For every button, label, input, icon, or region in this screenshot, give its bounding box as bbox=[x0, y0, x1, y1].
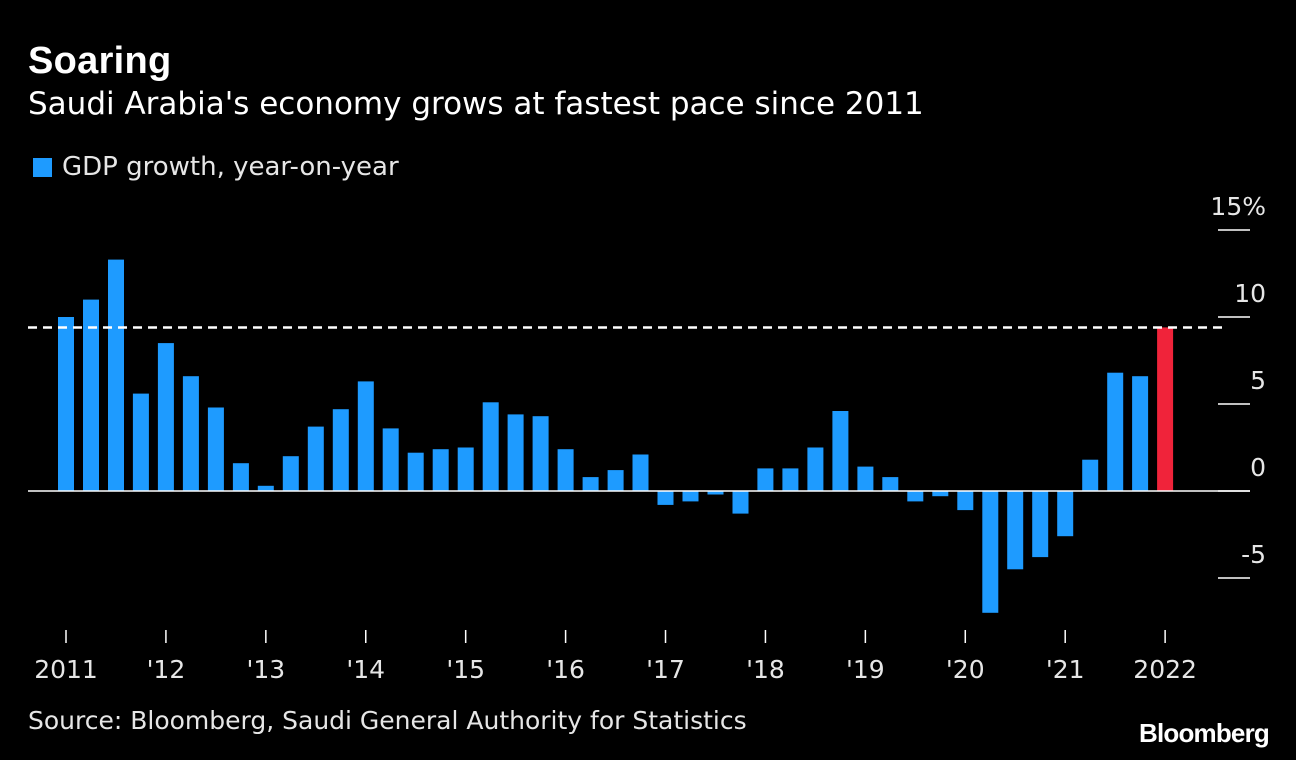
x-tick-label: '19 bbox=[846, 655, 885, 684]
x-tick-label: 2022 bbox=[1133, 655, 1197, 684]
bar bbox=[357, 381, 374, 491]
x-tick-label: '14 bbox=[346, 655, 385, 684]
chart-title: Soaring bbox=[28, 40, 172, 82]
bar bbox=[257, 485, 274, 491]
bar bbox=[707, 491, 724, 495]
bloomberg-logo: Bloomberg bbox=[1138, 718, 1270, 748]
legend-label: GDP growth, year-on-year bbox=[62, 152, 399, 182]
x-tick-label: '12 bbox=[147, 655, 186, 684]
bar bbox=[657, 491, 674, 505]
bar bbox=[532, 416, 549, 491]
bar bbox=[332, 409, 349, 491]
bar bbox=[482, 402, 499, 491]
bar bbox=[457, 447, 474, 491]
bar bbox=[557, 449, 574, 491]
y-tick-label: 10 bbox=[1234, 279, 1266, 308]
bar bbox=[957, 491, 974, 511]
bar bbox=[907, 491, 924, 502]
bar bbox=[582, 477, 599, 491]
bar bbox=[282, 456, 299, 491]
bar bbox=[1132, 376, 1149, 491]
legend-swatch bbox=[33, 157, 52, 177]
bar bbox=[407, 452, 424, 491]
y-tick-label: 15% bbox=[1210, 192, 1266, 221]
chart-subtitle: Saudi Arabia's economy grows at fastest … bbox=[28, 86, 924, 122]
y-tick-label: 5 bbox=[1250, 366, 1266, 395]
bar bbox=[1007, 491, 1024, 570]
bar bbox=[1057, 491, 1074, 537]
bar bbox=[182, 376, 199, 491]
bar bbox=[782, 468, 799, 491]
x-tick-label: '21 bbox=[1046, 655, 1085, 684]
y-tick-label: 0 bbox=[1250, 453, 1266, 482]
bar bbox=[157, 343, 174, 491]
bar bbox=[307, 426, 324, 491]
bar-highlight bbox=[1157, 327, 1174, 491]
bar bbox=[1032, 491, 1049, 558]
bar bbox=[58, 317, 74, 491]
bar bbox=[732, 491, 749, 514]
x-tick-label: '15 bbox=[446, 655, 485, 684]
bar bbox=[382, 428, 399, 491]
x-tick-label: '18 bbox=[746, 655, 785, 684]
bar bbox=[1107, 372, 1124, 491]
bar bbox=[832, 411, 849, 491]
bar bbox=[932, 491, 949, 497]
x-tick-label: '17 bbox=[646, 655, 685, 684]
bar bbox=[882, 477, 899, 491]
x-tick-label: '16 bbox=[546, 655, 585, 684]
legend: GDP growth, year-on-year bbox=[33, 152, 399, 182]
bar bbox=[807, 447, 824, 491]
x-tick-label: '13 bbox=[246, 655, 285, 684]
bar bbox=[432, 449, 449, 491]
source-note: Source: Bloomberg, Saudi General Authori… bbox=[28, 706, 747, 735]
bar bbox=[982, 491, 999, 613]
bar bbox=[1082, 459, 1099, 491]
bar bbox=[507, 414, 524, 491]
bar bbox=[757, 468, 774, 491]
bar bbox=[607, 470, 624, 491]
y-tick-label: -5 bbox=[1241, 540, 1266, 569]
x-tick-label: '20 bbox=[946, 655, 985, 684]
bar bbox=[857, 466, 874, 491]
bar bbox=[83, 299, 99, 491]
bar bbox=[232, 463, 249, 491]
bar bbox=[682, 491, 699, 502]
bar bbox=[207, 407, 224, 491]
bar bbox=[108, 259, 124, 491]
gdp-growth-chart: 15% 10 5 0 -5 2011 '12 '13 '14 '15 '16 '17 '18 '19 '20… bbox=[28, 192, 1266, 684]
bar bbox=[632, 454, 649, 491]
x-tick-label: 2011 bbox=[34, 655, 98, 684]
bar bbox=[132, 393, 149, 491]
